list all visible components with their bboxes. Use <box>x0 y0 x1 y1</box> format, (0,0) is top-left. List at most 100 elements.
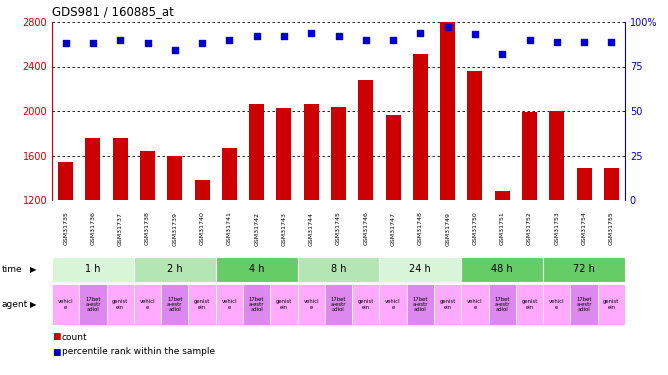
Text: GSM31749: GSM31749 <box>445 211 450 246</box>
Point <box>552 39 562 45</box>
Bar <box>488 284 516 325</box>
Bar <box>570 284 598 325</box>
Bar <box>188 284 216 325</box>
Text: ▶: ▶ <box>30 265 37 274</box>
Bar <box>543 284 570 325</box>
Text: vehicl
e: vehicl e <box>222 299 237 310</box>
Point <box>333 33 344 39</box>
Text: genist
ein: genist ein <box>194 299 210 310</box>
Point <box>606 39 617 45</box>
Text: genist
ein: genist ein <box>276 299 292 310</box>
Point <box>306 30 317 36</box>
Text: GSM31755: GSM31755 <box>609 211 614 245</box>
Point <box>279 33 289 39</box>
Text: vehicl
e: vehicl e <box>58 299 73 310</box>
Bar <box>277 108 291 200</box>
Text: vehicl
e: vehicl e <box>140 299 156 310</box>
Text: GSM31736: GSM31736 <box>90 211 96 246</box>
Bar <box>462 257 543 282</box>
Bar <box>194 180 210 200</box>
Bar <box>522 112 537 200</box>
Bar <box>440 22 455 200</box>
Text: GSM31753: GSM31753 <box>554 211 559 246</box>
Bar <box>222 148 237 200</box>
Text: ■: ■ <box>52 348 61 357</box>
Point <box>60 40 71 46</box>
Point <box>470 32 480 38</box>
Text: 1 h: 1 h <box>86 264 101 274</box>
Point <box>497 51 508 57</box>
Bar <box>134 284 161 325</box>
Bar <box>58 162 73 200</box>
Bar <box>52 284 79 325</box>
Text: 17bet
a-estr
adiol: 17bet a-estr adiol <box>249 297 265 312</box>
Text: genist
ein: genist ein <box>521 299 538 310</box>
Text: genist
ein: genist ein <box>357 299 374 310</box>
Text: 17bet
a-estr
adiol: 17bet a-estr adiol <box>167 297 182 312</box>
Text: 48 h: 48 h <box>492 264 513 274</box>
Point <box>442 24 453 30</box>
Text: GSM31739: GSM31739 <box>172 211 177 246</box>
Text: 17bet
a-estr
adiol: 17bet a-estr adiol <box>576 297 592 312</box>
Bar <box>161 284 188 325</box>
Text: vehicl
e: vehicl e <box>385 299 401 310</box>
Text: 72 h: 72 h <box>573 264 595 274</box>
Bar <box>216 284 243 325</box>
Text: GSM31741: GSM31741 <box>227 211 232 246</box>
Text: GSM31751: GSM31751 <box>500 211 505 245</box>
Bar <box>297 284 325 325</box>
Bar <box>331 106 346 200</box>
Point <box>578 39 589 45</box>
Text: vehicl
e: vehicl e <box>303 299 319 310</box>
Bar <box>576 168 592 200</box>
Bar <box>86 138 100 200</box>
Text: 17bet
a-estr
adiol: 17bet a-estr adiol <box>413 297 428 312</box>
Bar <box>434 284 462 325</box>
Bar <box>495 191 510 200</box>
Text: GSM31745: GSM31745 <box>336 211 341 246</box>
Text: GSM31738: GSM31738 <box>145 211 150 246</box>
Text: GSM31748: GSM31748 <box>418 211 423 246</box>
Bar <box>297 257 379 282</box>
Point <box>387 37 398 43</box>
Bar <box>271 284 297 325</box>
Bar <box>549 111 564 200</box>
Text: GSM31744: GSM31744 <box>309 211 314 246</box>
Bar <box>385 116 401 200</box>
Text: GSM31754: GSM31754 <box>582 211 587 246</box>
Bar <box>379 284 407 325</box>
Bar <box>543 257 625 282</box>
Text: 2 h: 2 h <box>167 264 182 274</box>
Bar <box>462 284 488 325</box>
Text: GDS981 / 160885_at: GDS981 / 160885_at <box>52 5 174 18</box>
Text: ■: ■ <box>52 333 61 342</box>
Bar <box>140 151 155 200</box>
Text: GSM31752: GSM31752 <box>527 211 532 246</box>
Point <box>88 40 98 46</box>
Point <box>197 40 208 46</box>
Point <box>524 37 535 43</box>
Text: time: time <box>2 265 23 274</box>
Bar <box>134 257 216 282</box>
Text: genist
ein: genist ein <box>603 299 619 310</box>
Point <box>142 40 153 46</box>
Text: genist
ein: genist ein <box>112 299 128 310</box>
Bar <box>249 104 264 200</box>
Text: vehicl
e: vehicl e <box>549 299 564 310</box>
Bar <box>113 138 128 200</box>
Point <box>251 33 262 39</box>
Text: ▶: ▶ <box>30 300 37 309</box>
Point <box>115 37 126 43</box>
Bar <box>216 257 297 282</box>
Text: agent: agent <box>2 300 28 309</box>
Bar <box>468 71 482 200</box>
Text: GSM31740: GSM31740 <box>200 211 204 246</box>
Text: GSM31750: GSM31750 <box>472 211 478 245</box>
Text: genist
ein: genist ein <box>440 299 456 310</box>
Text: vehicl
e: vehicl e <box>467 299 483 310</box>
Bar <box>304 104 319 200</box>
Text: GSM31743: GSM31743 <box>281 211 287 246</box>
Text: 24 h: 24 h <box>409 264 432 274</box>
Text: 4 h: 4 h <box>249 264 265 274</box>
Text: percentile rank within the sample: percentile rank within the sample <box>62 348 215 357</box>
